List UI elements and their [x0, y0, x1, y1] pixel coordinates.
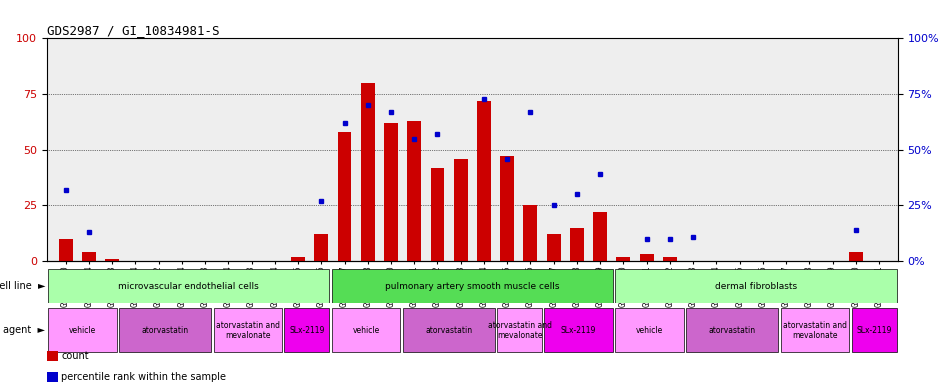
Text: dermal fibroblasts: dermal fibroblasts [714, 281, 797, 291]
Text: count: count [61, 351, 88, 361]
Bar [119, 308, 212, 353]
Bar [547, 234, 560, 261]
Bar [616, 308, 683, 353]
Bar [593, 212, 607, 261]
Bar [544, 308, 613, 353]
Bar [332, 308, 400, 353]
Text: percentile rank within the sample: percentile rank within the sample [61, 372, 227, 382]
Bar [477, 101, 491, 261]
Bar [332, 270, 613, 303]
Text: atorvastatin: atorvastatin [709, 326, 756, 335]
Text: GDS2987 / GI_10834981-S: GDS2987 / GI_10834981-S [47, 24, 220, 37]
Text: vehicle: vehicle [352, 326, 380, 335]
Bar [616, 270, 897, 303]
Bar [849, 252, 863, 261]
Text: cell line  ►: cell line ► [0, 281, 45, 291]
Text: microvascular endothelial cells: microvascular endothelial cells [118, 281, 259, 291]
Text: atorvastatin and
mevalonate: atorvastatin and mevalonate [488, 321, 552, 340]
Bar [291, 257, 305, 261]
Bar [384, 123, 398, 261]
Bar [361, 83, 375, 261]
Bar [314, 234, 328, 261]
Text: atorvastatin and
mevalonate: atorvastatin and mevalonate [783, 321, 847, 340]
Bar [213, 308, 282, 353]
Text: atorvastatin and
mevalonate: atorvastatin and mevalonate [216, 321, 280, 340]
Bar [663, 257, 677, 261]
Bar [58, 239, 72, 261]
Bar [640, 255, 653, 261]
Text: vehicle: vehicle [636, 326, 664, 335]
Bar [852, 308, 897, 353]
Bar [781, 308, 849, 353]
Text: SLx-2119: SLx-2119 [856, 326, 892, 335]
Bar [500, 156, 514, 261]
Bar [454, 159, 468, 261]
Bar [48, 270, 329, 303]
Text: SLx-2119: SLx-2119 [561, 326, 596, 335]
Bar [570, 228, 584, 261]
Bar [497, 308, 542, 353]
Bar [407, 121, 421, 261]
Bar [285, 308, 329, 353]
Bar [617, 257, 631, 261]
Bar [402, 308, 494, 353]
Text: atorvastatin: atorvastatin [425, 326, 472, 335]
Bar [686, 308, 778, 353]
Text: vehicle: vehicle [69, 326, 96, 335]
Text: atorvastatin: atorvastatin [142, 326, 189, 335]
Text: pulmonary artery smooth muscle cells: pulmonary artery smooth muscle cells [385, 281, 559, 291]
Text: SLx-2119: SLx-2119 [290, 326, 324, 335]
Bar [337, 132, 352, 261]
Bar [524, 205, 538, 261]
Bar [48, 308, 117, 353]
Bar [82, 252, 96, 261]
Bar [105, 259, 119, 261]
Text: agent  ►: agent ► [3, 325, 45, 335]
Bar [431, 167, 445, 261]
